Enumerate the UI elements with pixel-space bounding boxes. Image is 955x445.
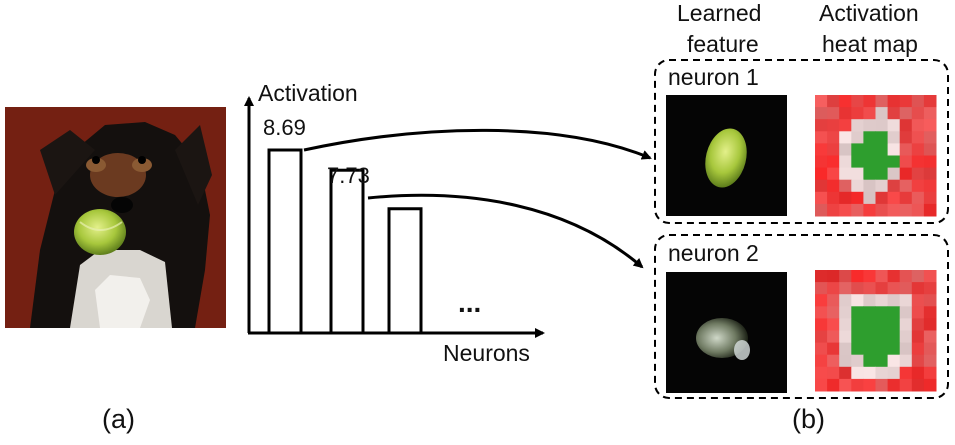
arrow-to-neuron-1: [303, 128, 652, 160]
neuron-2-box: [654, 234, 949, 399]
activation-bars: [267, 148, 423, 335]
activation-bar-2: [329, 168, 365, 335]
neuron-2-label: neuron 2: [668, 240, 759, 266]
activation-bar-1: [267, 148, 303, 335]
ellipsis: ...: [458, 287, 482, 318]
neuron-1-heat-map: [815, 95, 937, 217]
y-axis-label: Activation: [258, 80, 358, 106]
x-axis-label: Neurons: [443, 340, 530, 366]
neuron-2-learned-feature: [666, 272, 787, 393]
dog-photo: [5, 107, 226, 328]
neuron-1-box: [654, 59, 949, 224]
activation-bar-3: [387, 207, 423, 335]
heat-map-header-line1: Activation: [819, 0, 919, 26]
learned-feature-header-line2: feature: [687, 31, 759, 57]
panel-b-caption: (b): [792, 404, 825, 434]
heat-map-header-line2: heat map: [822, 31, 918, 57]
learned-feature-header-line1: Learned: [677, 0, 762, 26]
neuron-2-heat-map: [815, 270, 937, 392]
arrow-to-neuron-2: [367, 193, 644, 269]
neuron-1-label: neuron 1: [668, 64, 759, 90]
neuron-1-learned-feature: [666, 95, 787, 216]
bar-1-value-label: 8.69: [263, 115, 306, 140]
panel-a-caption: (a): [102, 404, 135, 434]
bar-2-value-label: 7.73: [327, 163, 370, 188]
